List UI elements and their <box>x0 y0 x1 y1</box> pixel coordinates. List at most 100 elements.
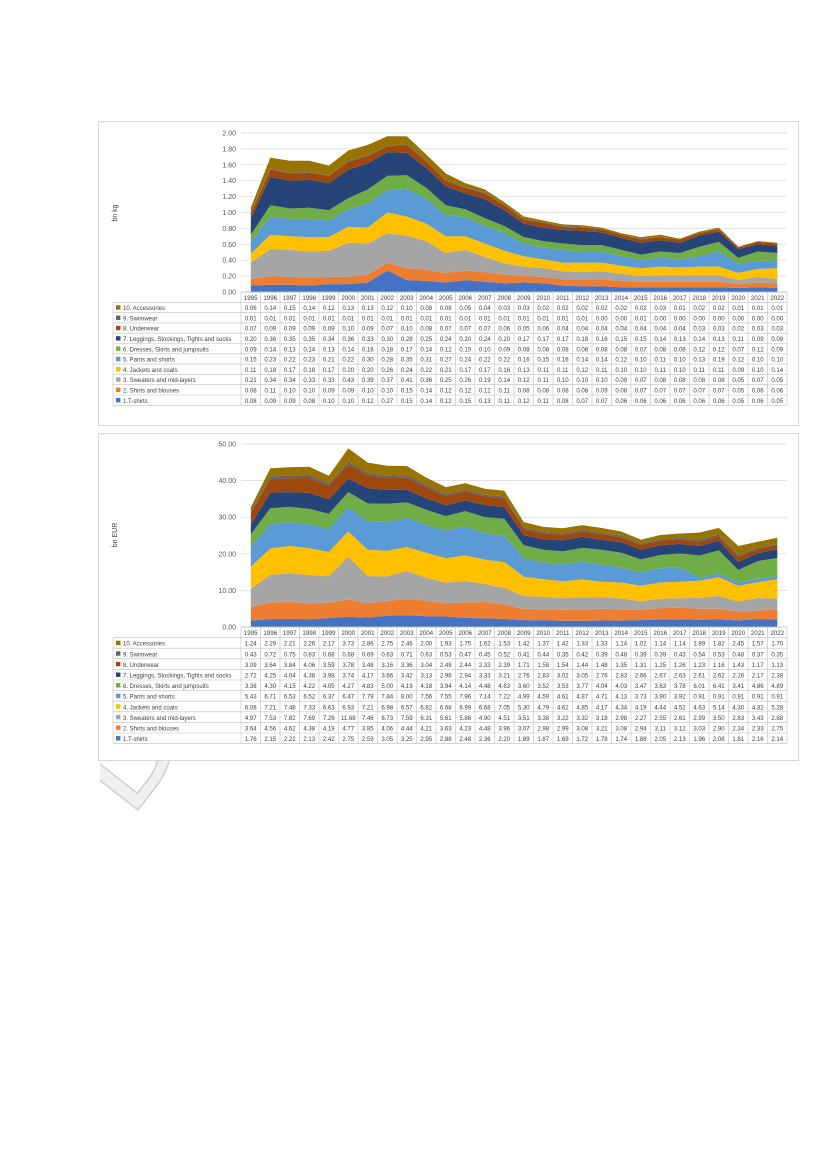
table-value: 0.04 <box>596 326 608 333</box>
table-value: 0.30 <box>362 357 374 364</box>
table-value: 3.07 <box>518 726 530 733</box>
table-value: 0.10 <box>342 326 354 333</box>
table-value: 4.18 <box>420 683 432 690</box>
x-tick-label: 2015 <box>634 630 648 637</box>
y-tick-label: 0.60 <box>222 242 236 249</box>
table-value: 0.30 <box>381 336 393 343</box>
table-value: 0.08 <box>518 388 530 395</box>
table-value: 2.98 <box>537 726 549 733</box>
legend-label: 10. Accessories <box>123 306 165 312</box>
table-value: 0.12 <box>479 388 491 395</box>
table-value: 5.30 <box>518 704 530 711</box>
table-value: 1.14 <box>674 641 686 648</box>
table-value: 0.09 <box>752 336 764 343</box>
table-value: 0.01 <box>752 305 764 312</box>
table-value: 0.24 <box>459 357 471 364</box>
table-value: 0.08 <box>420 305 432 312</box>
table-value: 0.07 <box>381 326 393 333</box>
table-value: 4.15 <box>284 683 296 690</box>
table-value: 0.13 <box>674 336 686 343</box>
table-value: 2.75 <box>771 726 783 733</box>
legend-swatch-5 <box>116 693 121 699</box>
x-tick-label: 2013 <box>595 295 609 302</box>
table-value: 7.84 <box>381 694 393 701</box>
area-series-4 <box>250 212 778 281</box>
table-value: 0.03 <box>498 305 510 312</box>
x-tick-label: 2006 <box>458 295 472 302</box>
y-tick-label: 1.40 <box>222 178 236 185</box>
table-value: 1.93 <box>440 641 452 648</box>
table-value: 0.08 <box>615 346 627 353</box>
chart-panel-value: 0.00 10.00 20.00 30.00 40.00 50.00 bn EUR 1995 1… <box>98 433 799 761</box>
table-value: 7.33 <box>303 704 315 711</box>
table-value: 0.25 <box>440 377 452 384</box>
table-value: 0.05 <box>732 377 744 384</box>
x-tick-label: 2010 <box>536 630 550 637</box>
legend-label: 1.T-shirts <box>123 399 148 405</box>
table-value: 0.08 <box>537 346 549 353</box>
area-series-1 <box>250 270 778 292</box>
table-value: 3.16 <box>381 662 393 669</box>
table-value: 1.02 <box>635 641 647 648</box>
table-value: 0.21 <box>323 357 335 364</box>
table-value: 0.10 <box>401 326 413 333</box>
table-value: 0.03 <box>713 326 725 333</box>
table-value: 0.10 <box>401 305 413 312</box>
x-tick-label: 2000 <box>341 630 355 637</box>
table-value: 1.53 <box>498 641 510 648</box>
legend-swatch-7 <box>116 672 121 677</box>
legend-swatch-1 <box>116 736 121 741</box>
table-value: 0.11 <box>557 367 569 374</box>
table-value: 4.62 <box>557 704 569 711</box>
table-value: 0.17 <box>479 367 491 374</box>
table-value: 1.89 <box>693 641 705 648</box>
x-tick-label: 2007 <box>478 295 492 302</box>
table-value: 1.37 <box>537 641 549 648</box>
table-value: 4.27 <box>342 683 354 690</box>
table-value: 0.16 <box>498 367 510 374</box>
table-value: 3.94 <box>440 683 452 690</box>
table-value: 5.43 <box>245 694 257 701</box>
table-value: 0.35 <box>284 336 296 343</box>
table-value: 0.20 <box>342 367 354 374</box>
table-value: 0.07 <box>635 346 647 353</box>
table-value: 3.36 <box>401 662 413 669</box>
table-value: 4.61 <box>557 694 569 701</box>
x-tick-label: 1998 <box>302 630 316 637</box>
table-value: 0.52 <box>498 651 510 658</box>
table-value: 3.13 <box>420 673 432 680</box>
table-value: 1.96 <box>693 736 705 743</box>
table-value: 0.09 <box>303 326 315 333</box>
table-value: 0.08 <box>557 388 569 395</box>
table-value: 7.05 <box>498 704 510 711</box>
table-value: 0.07 <box>479 326 491 333</box>
table-value: 2.99 <box>693 715 705 722</box>
area-series-3 <box>250 556 778 612</box>
table-value: 0.07 <box>596 398 608 405</box>
table-value: 4.99 <box>518 694 530 701</box>
legend-label: 7. Leggings, Stockings, Tights and socks <box>123 674 231 680</box>
y-tick-label: 0.40 <box>222 258 236 265</box>
x-tick-label: 1998 <box>302 295 316 302</box>
x-tick-label: 1997 <box>283 630 297 637</box>
y-tick-label: 0.00 <box>222 290 236 297</box>
table-value: 0.24 <box>440 336 452 343</box>
y-tick-label: 1.60 <box>222 162 236 169</box>
table-value: 0.01 <box>732 305 744 312</box>
table-value: 0.43 <box>674 651 686 658</box>
table-value: 0.11 <box>245 367 257 374</box>
table-value: 0.10 <box>303 388 315 395</box>
table-value: 0.13 <box>713 336 725 343</box>
table-value: 0.11 <box>655 367 667 374</box>
table-value: 0.07 <box>576 398 588 405</box>
table-value: 2.88 <box>440 736 452 743</box>
y-tick-label: 1.80 <box>222 146 236 153</box>
table-value: 0.01 <box>284 315 296 322</box>
table-value: 2.00 <box>420 641 432 648</box>
table-value: 0.63 <box>420 651 432 658</box>
table-value: 1.25 <box>654 662 666 669</box>
table-value: 0.07 <box>245 326 257 333</box>
table-value: 2.13 <box>674 736 686 743</box>
table-value: 0.68 <box>342 651 354 658</box>
x-tick-label: 2013 <box>595 630 609 637</box>
